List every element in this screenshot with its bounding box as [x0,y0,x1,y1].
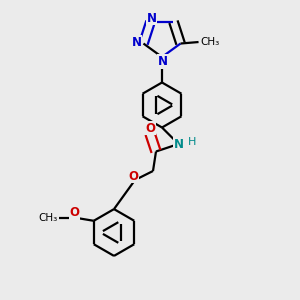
Text: N: N [146,12,156,25]
Text: H: H [188,136,196,147]
Text: CH₃: CH₃ [38,213,58,223]
Text: N: N [132,35,142,49]
Text: O: O [145,122,155,135]
Text: N: N [173,137,184,151]
Text: O: O [70,206,80,220]
Text: O: O [128,170,139,183]
Text: N: N [158,55,168,68]
Text: CH₃: CH₃ [200,37,220,47]
